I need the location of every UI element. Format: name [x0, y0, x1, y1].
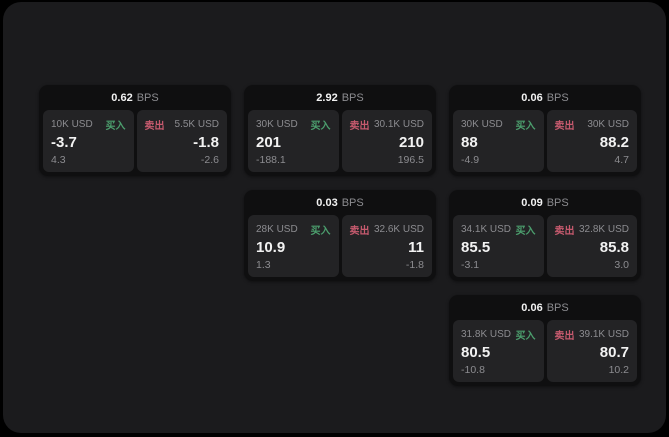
bps-value: 0.03 — [316, 196, 338, 209]
bps-header: 0.62 BPS — [39, 85, 231, 110]
app-surface: 0.62 BPS 10K USD 买入 -3.7 4.3 卖出 5.5K USD — [3, 2, 666, 433]
sell-amount: 30.1K USD — [373, 119, 424, 130]
sell-sub-value: 3.0 — [614, 259, 629, 271]
bps-unit: BPS — [546, 301, 569, 314]
buy-amount: 10K USD — [51, 119, 93, 130]
bps-header: 0.06 BPS — [449, 295, 641, 320]
quote-card: 2.92 BPS 30K USD 买入 201 -188.1 卖出 30.1K … — [244, 85, 436, 176]
bps-unit: BPS — [341, 91, 364, 104]
sell-amount: 39.1K USD — [578, 329, 629, 340]
bps-unit: BPS — [341, 196, 364, 209]
quote-card: 0.09 BPS 34.1K USD 买入 85.5 -3.1 卖出 32.8K… — [449, 190, 641, 281]
bps-value: 0.62 — [111, 91, 133, 104]
sell-side-label: 卖出 — [554, 226, 575, 237]
buy-price: -3.7 — [51, 133, 77, 151]
buy-panel[interactable]: 34.1K USD 买入 85.5 -3.1 — [453, 215, 544, 277]
sell-sub-value: 10.2 — [608, 364, 629, 376]
buy-panel[interactable]: 10K USD 买入 -3.7 4.3 — [43, 110, 134, 172]
sell-amount: 32.8K USD — [578, 224, 629, 235]
buy-amount: 34.1K USD — [461, 224, 512, 235]
quote-card: 0.62 BPS 10K USD 买入 -3.7 4.3 卖出 5.5K USD — [39, 85, 231, 176]
sell-side-label: 卖出 — [349, 226, 370, 237]
sell-price: 85.8 — [599, 238, 629, 256]
buy-price: 10.9 — [256, 238, 286, 256]
quote-card: 0.06 BPS 31.8K USD 买入 80.5 -10.8 卖出 39.1… — [449, 295, 641, 386]
sell-sub-value: 4.7 — [614, 154, 629, 166]
quote-card-grid: 0.62 BPS 10K USD 买入 -3.7 4.3 卖出 5.5K USD — [39, 85, 641, 386]
buy-sub-value: -188.1 — [256, 154, 286, 166]
buy-panel[interactable]: 31.8K USD 买入 80.5 -10.8 — [453, 320, 544, 382]
bps-header: 0.09 BPS — [449, 190, 641, 215]
buy-amount: 28K USD — [256, 224, 298, 235]
buy-panel[interactable]: 30K USD 买入 201 -188.1 — [248, 110, 339, 172]
buy-amount: 30K USD — [256, 119, 298, 130]
buy-price: 88 — [461, 133, 478, 151]
buy-sub-value: 4.3 — [51, 154, 66, 166]
bps-value: 2.92 — [316, 91, 338, 104]
buy-panel[interactable]: 28K USD 买入 10.9 1.3 — [248, 215, 339, 277]
sell-price: 210 — [398, 133, 424, 151]
bps-value: 0.06 — [521, 91, 543, 104]
buy-panel[interactable]: 30K USD 买入 88 -4.9 — [453, 110, 544, 172]
sell-panel[interactable]: 卖出 32.8K USD 85.8 3.0 — [546, 215, 637, 277]
buy-amount: 31.8K USD — [461, 329, 512, 340]
sell-side-label: 卖出 — [349, 121, 370, 132]
buy-sub-value: 1.3 — [256, 259, 271, 271]
buy-side-label: 买入 — [515, 121, 536, 132]
buy-price: 201 — [256, 133, 282, 151]
buy-price: 80.5 — [461, 343, 491, 361]
sell-amount: 30K USD — [587, 119, 629, 130]
sell-price: 11 — [408, 238, 424, 256]
sell-price: -1.8 — [193, 133, 219, 151]
buy-side-label: 买入 — [105, 121, 126, 132]
bps-value: 0.09 — [521, 196, 543, 209]
buy-side-label: 买入 — [310, 226, 331, 237]
sell-panel[interactable]: 卖出 32.6K USD 11 -1.8 — [341, 215, 432, 277]
sell-sub-value: -2.6 — [200, 154, 219, 166]
buy-sub-value: -10.8 — [461, 364, 485, 376]
sell-price: 88.2 — [599, 133, 629, 151]
sell-price: 80.7 — [599, 343, 629, 361]
sell-side-label: 卖出 — [554, 331, 575, 342]
sell-amount: 5.5K USD — [174, 119, 219, 130]
buy-sub-value: -3.1 — [461, 259, 480, 271]
bps-header: 2.92 BPS — [244, 85, 436, 110]
buy-side-label: 买入 — [310, 121, 331, 132]
bps-header: 0.06 BPS — [449, 85, 641, 110]
buy-side-label: 买入 — [515, 226, 536, 237]
buy-side-label: 买入 — [515, 331, 536, 342]
sell-panel[interactable]: 卖出 39.1K USD 80.7 10.2 — [546, 320, 637, 382]
bps-header: 0.03 BPS — [244, 190, 436, 215]
sell-sub-value: 196.5 — [397, 154, 424, 166]
bps-unit: BPS — [136, 91, 159, 104]
sell-panel[interactable]: 卖出 30K USD 88.2 4.7 — [546, 110, 637, 172]
bps-unit: BPS — [546, 196, 569, 209]
buy-sub-value: -4.9 — [461, 154, 480, 166]
buy-amount: 30K USD — [461, 119, 503, 130]
sell-sub-value: -1.8 — [405, 259, 424, 271]
quote-card: 0.03 BPS 28K USD 买入 10.9 1.3 卖出 32.6K US… — [244, 190, 436, 281]
bps-value: 0.06 — [521, 301, 543, 314]
sell-panel[interactable]: 卖出 30.1K USD 210 196.5 — [341, 110, 432, 172]
sell-side-label: 卖出 — [554, 121, 575, 132]
bps-unit: BPS — [546, 91, 569, 104]
sell-amount: 32.6K USD — [373, 224, 424, 235]
quote-card: 0.06 BPS 30K USD 买入 88 -4.9 卖出 30K USD — [449, 85, 641, 176]
sell-side-label: 卖出 — [144, 121, 165, 132]
sell-panel[interactable]: 卖出 5.5K USD -1.8 -2.6 — [136, 110, 227, 172]
buy-price: 85.5 — [461, 238, 491, 256]
